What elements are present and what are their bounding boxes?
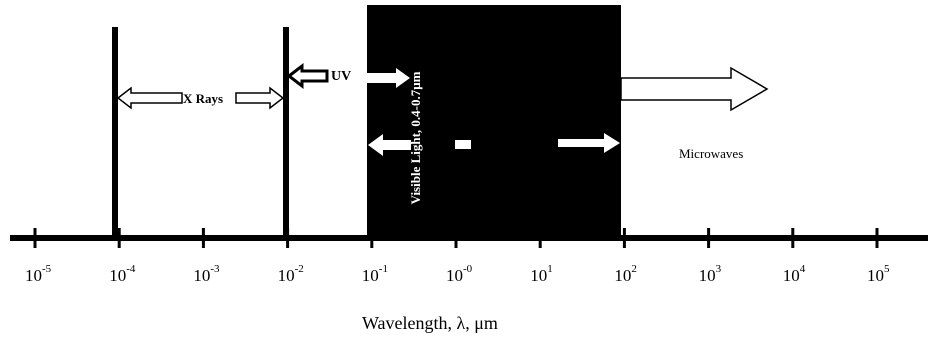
axis-tick bbox=[33, 228, 37, 248]
visible-arrow-left bbox=[368, 134, 411, 156]
xray-uv-boundary bbox=[283, 27, 289, 239]
axis-tick bbox=[791, 228, 795, 248]
axis-tick bbox=[286, 228, 290, 248]
microwaves-arrow bbox=[620, 66, 769, 112]
tick-label: 104 bbox=[782, 263, 806, 285]
tick-label: 10-4 bbox=[109, 263, 136, 285]
tick-label: 10-1 bbox=[361, 263, 388, 285]
wavelength-axis-line bbox=[10, 235, 928, 241]
tick-label: 101 bbox=[530, 263, 553, 285]
tick-label: 10-0 bbox=[446, 263, 473, 285]
uv-label: UV bbox=[331, 69, 352, 84]
visible-arrow-right bbox=[558, 133, 620, 153]
axis-ticks bbox=[33, 228, 879, 248]
tick-label: 102 bbox=[614, 263, 637, 285]
microwaves-label: Microwaves bbox=[679, 146, 744, 161]
axis-tick bbox=[117, 228, 121, 248]
xrays-label: X Rays bbox=[183, 91, 224, 107]
uv-arrow-left bbox=[286, 62, 329, 90]
axis-tick bbox=[201, 228, 205, 248]
tick-label: 105 bbox=[867, 263, 890, 285]
tick-label: 10-2 bbox=[277, 263, 304, 285]
visible-dash bbox=[455, 140, 471, 149]
uv-arrow-right bbox=[366, 68, 410, 88]
visible-light-block bbox=[367, 5, 621, 239]
xrays-arrow bbox=[116, 86, 285, 110]
tick-label: 10-3 bbox=[193, 263, 220, 285]
axis-tick bbox=[370, 228, 374, 248]
axis-tick bbox=[707, 228, 711, 248]
xray-left-boundary bbox=[112, 27, 118, 239]
tick-label: 10-5 bbox=[25, 263, 52, 285]
axis-tick bbox=[454, 228, 458, 248]
tick-label: 103 bbox=[698, 263, 722, 285]
axis-title: Wavelength, λ, μm bbox=[362, 313, 498, 333]
axis-tick bbox=[622, 228, 626, 248]
visible-light-label: Visible Light, 0.4-0.7μm bbox=[408, 71, 423, 205]
axis-tick bbox=[538, 228, 542, 248]
axis-tick bbox=[875, 228, 879, 248]
